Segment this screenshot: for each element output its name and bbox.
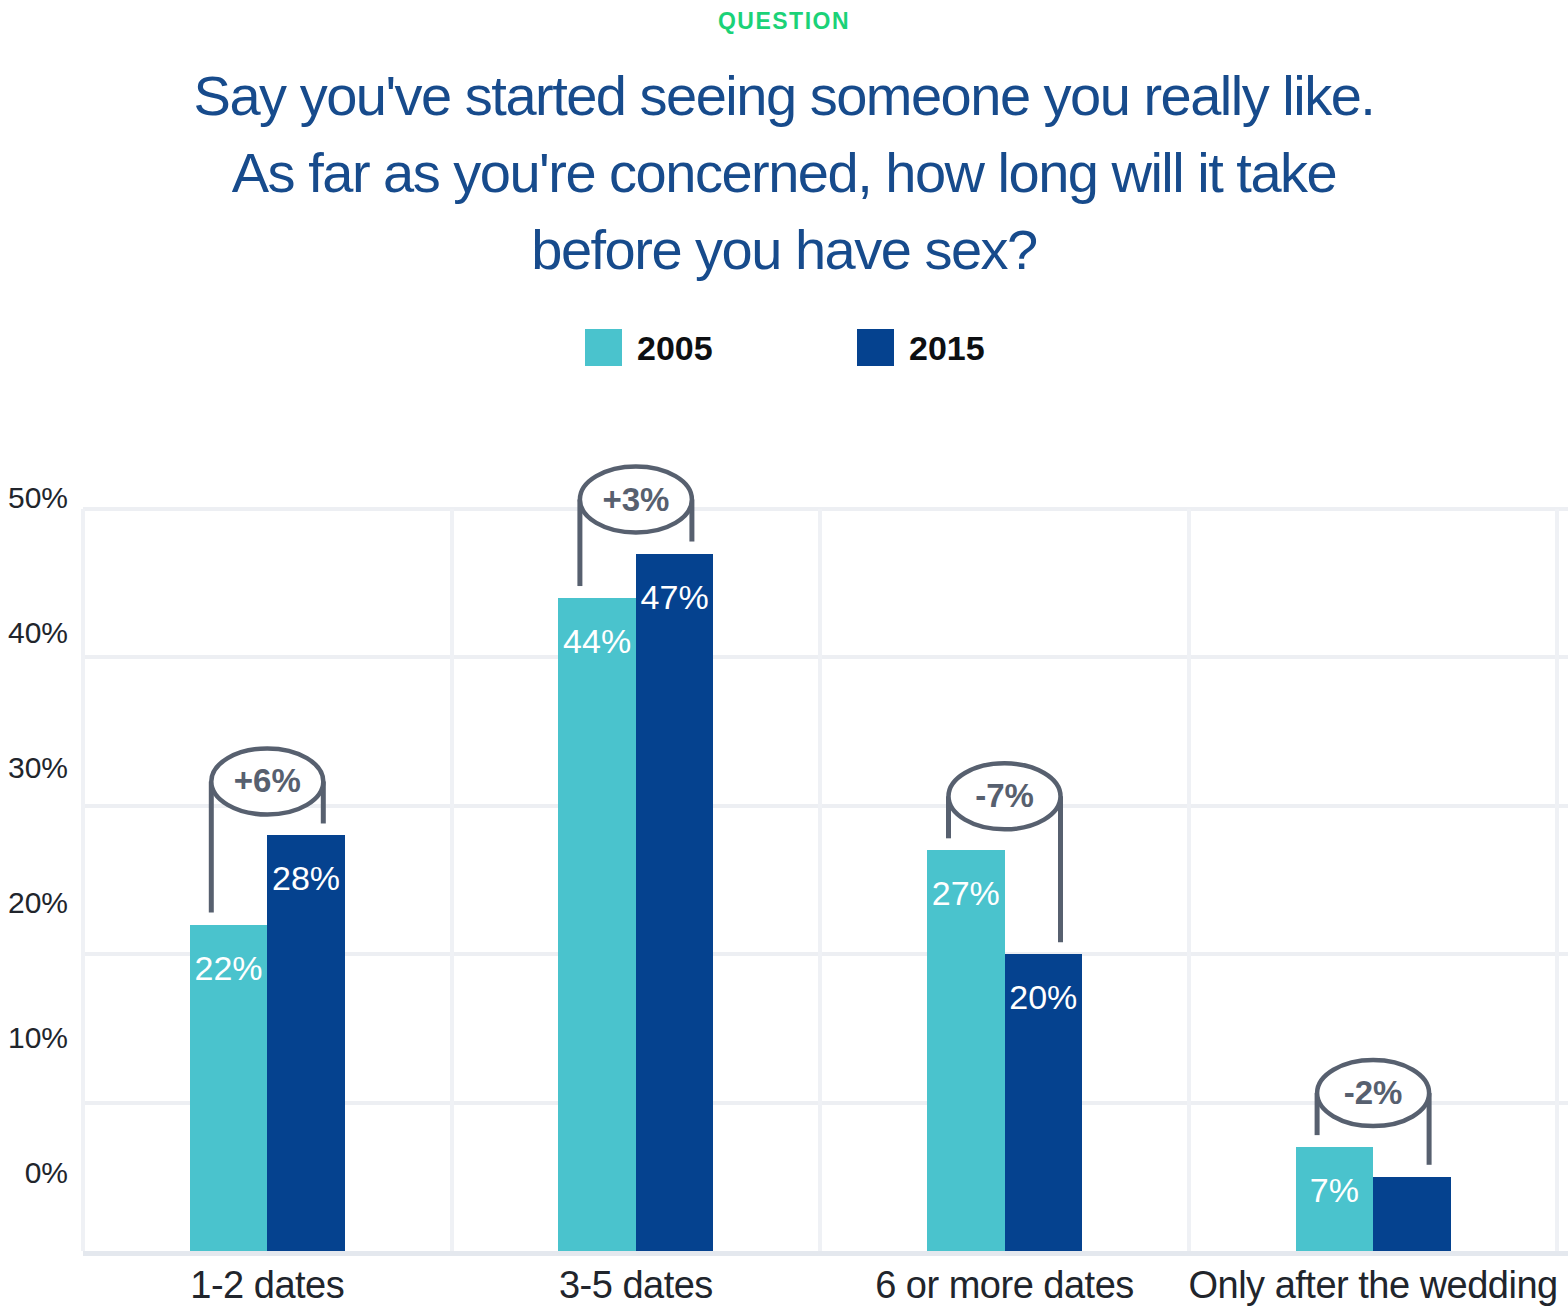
y-axis-tick-label: 40% <box>0 618 68 648</box>
bar-2015-6-or-more-dates: 20% <box>1005 954 1083 1251</box>
diff-oval <box>1317 1060 1429 1126</box>
bar-value-label: 28% <box>267 859 345 898</box>
bar-2005-1-2-dates: 22% <box>190 925 268 1251</box>
y-axis-tick-label: 30% <box>0 753 68 783</box>
v-gridline <box>1187 509 1191 1251</box>
v-gridline <box>450 509 454 1251</box>
y-axis-tick-label: 10% <box>0 1023 68 1053</box>
bar-value-label: 44% <box>558 622 636 661</box>
y-axis-tick-label: 0% <box>0 1158 68 1188</box>
bar-chart: 50% 40% 30% 20% 10% 0% 22% 28% 44%47% 27% 20% 7% +… <box>0 0 1568 1314</box>
diff-oval <box>949 763 1061 829</box>
bar-value-label: 22% <box>190 949 268 988</box>
diff-label: -7% <box>975 777 1034 814</box>
diff-oval <box>580 467 692 533</box>
v-gridline <box>1555 509 1559 1251</box>
h-gridline <box>83 655 1568 659</box>
v-gridline <box>818 509 822 1251</box>
bar-2015-only-after-the-wedding <box>1373 1177 1451 1251</box>
y-axis-tick-label: 20% <box>0 888 68 918</box>
v-gridline <box>81 509 85 1251</box>
bar-value-label: 47% <box>636 578 714 617</box>
y-axis-tick-label: 50% <box>0 483 68 513</box>
h-gridline <box>83 507 1568 511</box>
bar-2005-6-or-more-dates: 27% <box>927 850 1005 1251</box>
x-axis-category-label: Only after the wedding <box>1113 1264 1568 1307</box>
bar-value-label: 7% <box>1296 1171 1374 1210</box>
bar-value-label: 20% <box>1005 978 1083 1017</box>
diff-label: +6% <box>234 762 301 799</box>
bar-2015-1-2-dates: 28% <box>267 835 345 1251</box>
h-gridline <box>83 804 1568 808</box>
bar-value-label: 27% <box>927 874 1005 913</box>
bar-2015-3-5-dates: 47% <box>636 554 714 1251</box>
bar-2005-only-after-the-wedding: 7% <box>1296 1147 1374 1251</box>
h-gridline <box>83 1251 1568 1256</box>
bar-2005-3-5-dates: 44% <box>558 598 636 1251</box>
diff-label: +3% <box>602 481 669 518</box>
diff-label: -2% <box>1344 1074 1403 1111</box>
